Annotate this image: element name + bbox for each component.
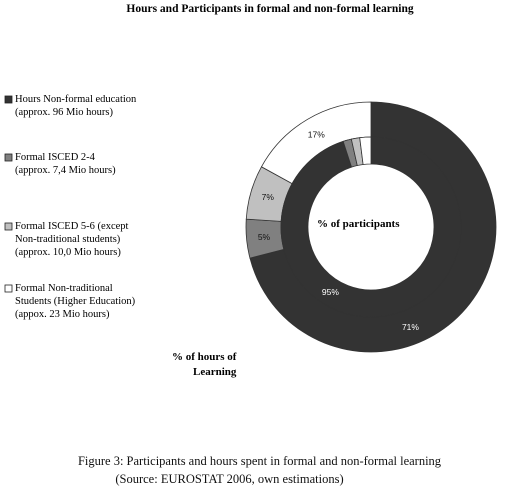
outer-ring-label-line-1: % of hours of: [172, 351, 237, 363]
inner-ring-slice-4: [359, 136, 372, 165]
donut-chart: Hours and Participants in formal and non…: [4, 3, 497, 378]
legend-text-1-2: (approx. 96 Mio hours): [15, 107, 113, 118]
outer-ring-label-3: 7%: [262, 192, 275, 202]
figure-caption: Figure 3: Participants and hours spent i…: [0, 452, 519, 488]
legend-swatch-1: [4, 95, 13, 104]
legend-text-4-2: Students (Higher Education): [15, 296, 136, 307]
outer-ring-label-line-2: Learning: [193, 366, 237, 378]
legend: Hours Non-formal education (approx. 96 Mi…: [4, 94, 137, 320]
legend-swatch-2: [4, 153, 13, 162]
legend-text-2-1: Formal ISCED 2-4: [15, 152, 96, 163]
outer-ring-label-4: 17%: [308, 129, 325, 139]
inner-ring-label: % of participants: [317, 218, 400, 230]
inner-ring-slice-1: [280, 136, 462, 318]
percentage-labels: 71% 5% 7% 17% 95%: [258, 129, 420, 332]
legend-text-4-3: (appox. 23 Mio hours): [15, 309, 110, 320]
outer-ring-label: % of hours of Learning: [172, 351, 237, 378]
legend-swatch-4: [4, 284, 13, 293]
inner-ring: [280, 136, 462, 318]
legend-swatch-3: [4, 222, 13, 231]
legend-item-1: Hours Non-formal education (approx. 96 Mi…: [4, 94, 137, 118]
legend-text-3-1: Formal ISCED 5-6 (except: [15, 221, 129, 232]
legend-text-4-1: Formal Non-traditional: [15, 283, 113, 294]
caption-line-1: Figure 3: Participants and hours spent i…: [77, 454, 442, 468]
legend-item-2: Formal ISCED 2-4 (approx. 7,4 Mio hours): [4, 152, 116, 176]
legend-item-3: Formal ISCED 5-6 (except Non-traditional …: [4, 221, 129, 258]
legend-item-4: Formal Non-traditional Students (Higher E…: [4, 283, 136, 320]
caption-line-2: (Source: EUROSTAT 2006, own estimations): [115, 472, 344, 486]
outer-ring-label-2: 5%: [258, 232, 271, 242]
chart-title: Hours and Participants in formal and non…: [126, 3, 413, 15]
legend-text-2-2: (approx. 7,4 Mio hours): [15, 165, 116, 176]
outer-ring-label-1: 71%: [402, 322, 419, 332]
legend-text-3-2: Non-traditional students): [15, 234, 121, 245]
inner-ring-label-1: 95%: [322, 287, 339, 297]
outer-ring: [245, 101, 497, 353]
legend-text-3-3: (approx. 10,0 Mio hours): [15, 247, 121, 258]
legend-text-1-1: Hours Non-formal education: [15, 94, 137, 105]
